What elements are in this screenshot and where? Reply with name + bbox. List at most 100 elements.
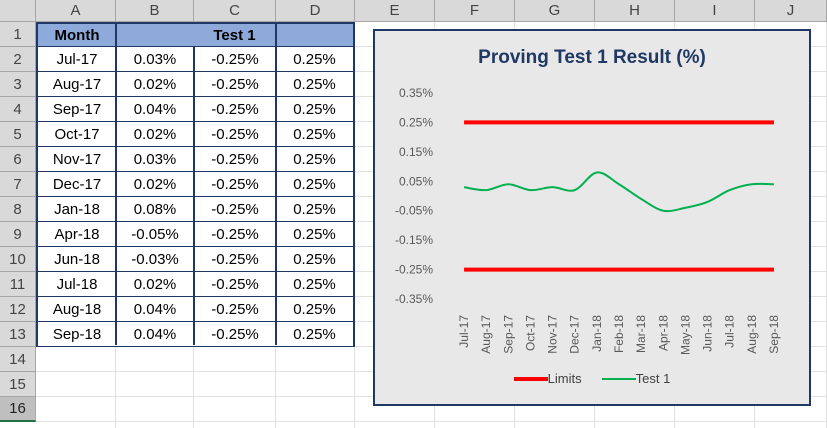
cell-month[interactable]: Aug-18	[38, 297, 116, 322]
column-header-i[interactable]: I	[675, 0, 755, 22]
cell-test-value[interactable]: 0.02%	[116, 272, 194, 297]
x-tick-label: Jun-18	[701, 315, 715, 352]
x-tick-label: Aug-18	[745, 315, 759, 354]
y-tick-label: 0.15%	[399, 145, 433, 159]
header-test1[interactable]: Test 1	[116, 24, 353, 47]
cell-upper-limit[interactable]: 0.25%	[276, 297, 353, 322]
cell-test-value[interactable]: 0.02%	[116, 122, 194, 147]
table-border	[38, 346, 353, 347]
cell-month[interactable]: Aug-17	[38, 72, 116, 97]
column-header-b[interactable]: B	[116, 0, 194, 22]
legend-item-test1: Test 1	[602, 371, 671, 386]
chart-legend: Limits Test 1	[375, 371, 809, 386]
cell-lower-limit[interactable]: -0.25%	[194, 322, 276, 347]
x-tick-label: Sep-17	[501, 315, 515, 354]
y-tick-label: -0.05%	[395, 204, 433, 218]
cell-month[interactable]: Oct-17	[38, 122, 116, 147]
series-line-test-1[interactable]	[464, 172, 774, 211]
cell-upper-limit[interactable]: 0.25%	[276, 222, 353, 247]
row-header-3[interactable]: 3	[0, 72, 36, 97]
cell-upper-limit[interactable]: 0.25%	[276, 72, 353, 97]
cell-upper-limit[interactable]: 0.25%	[276, 247, 353, 272]
table-border	[38, 171, 353, 172]
cell-month[interactable]: Sep-17	[38, 97, 116, 122]
y-tick-label: -0.25%	[395, 263, 433, 277]
row-header-13[interactable]: 13	[0, 322, 36, 347]
row-header-6[interactable]: 6	[0, 147, 36, 172]
cell-test-value[interactable]: -0.05%	[116, 222, 194, 247]
legend-item-limits: Limits	[514, 371, 582, 386]
row-header-2[interactable]: 2	[0, 47, 36, 72]
cell-month[interactable]: Jan-18	[38, 197, 116, 222]
row-header-9[interactable]: 9	[0, 222, 36, 247]
column-header-f[interactable]: F	[435, 0, 515, 22]
row-header-8[interactable]: 8	[0, 197, 36, 222]
row-header-7[interactable]: 7	[0, 172, 36, 197]
cell-lower-limit[interactable]: -0.25%	[194, 272, 276, 297]
row-header-12[interactable]: 12	[0, 297, 36, 322]
x-tick-label: Dec-17	[568, 315, 582, 354]
row-header-1[interactable]: 1	[0, 22, 36, 47]
cell-lower-limit[interactable]: -0.25%	[194, 47, 276, 72]
cell-lower-limit[interactable]: -0.25%	[194, 247, 276, 272]
header-month[interactable]: Month	[38, 24, 116, 47]
row-header-11[interactable]: 11	[0, 272, 36, 297]
cell-lower-limit[interactable]: -0.25%	[194, 72, 276, 97]
cell-upper-limit[interactable]: 0.25%	[276, 97, 353, 122]
table-border	[38, 321, 353, 322]
cell-lower-limit[interactable]: -0.25%	[194, 297, 276, 322]
cell-test-value[interactable]: 0.04%	[116, 97, 194, 122]
column-header-c[interactable]: C	[194, 0, 276, 22]
cell-test-value[interactable]: 0.02%	[116, 72, 194, 97]
cell-lower-limit[interactable]: -0.25%	[194, 147, 276, 172]
cell-test-value[interactable]: 0.02%	[116, 172, 194, 197]
x-tick-label: May-18	[678, 315, 692, 355]
cell-month[interactable]: Dec-17	[38, 172, 116, 197]
legend-swatch-test1	[602, 376, 636, 382]
table-border	[38, 296, 353, 297]
column-header-j[interactable]: J	[755, 0, 827, 22]
cell-lower-limit[interactable]: -0.25%	[194, 172, 276, 197]
column-header-d[interactable]: D	[276, 0, 355, 22]
row-header-10[interactable]: 10	[0, 247, 36, 272]
cell-upper-limit[interactable]: 0.25%	[276, 122, 353, 147]
cell-month[interactable]: Jun-18	[38, 247, 116, 272]
row-header-16[interactable]: 16	[0, 397, 36, 422]
cell-upper-limit[interactable]: 0.25%	[276, 272, 353, 297]
column-header-a[interactable]: A	[36, 0, 116, 22]
cell-lower-limit[interactable]: -0.25%	[194, 97, 276, 122]
line-chart[interactable]: Proving Test 1 Result (%) 0.35% 0.25% 0.15…	[373, 29, 811, 406]
cell-upper-limit[interactable]: 0.25%	[276, 47, 353, 72]
cell-test-value[interactable]: 0.04%	[116, 297, 194, 322]
x-tick-label: Mar-18	[634, 315, 648, 353]
column-header-e[interactable]: E	[355, 0, 435, 22]
column-header-h[interactable]: H	[595, 0, 675, 22]
cell-lower-limit[interactable]: -0.25%	[194, 197, 276, 222]
cell-upper-limit[interactable]: 0.25%	[276, 197, 353, 222]
cell-upper-limit[interactable]: 0.25%	[276, 172, 353, 197]
cell-test-value[interactable]: 0.08%	[116, 197, 194, 222]
cell-month[interactable]: Nov-17	[38, 147, 116, 172]
x-tick-label: Nov-17	[546, 315, 560, 354]
cell-test-value[interactable]: 0.03%	[116, 47, 194, 72]
row-header-5[interactable]: 5	[0, 122, 36, 147]
x-tick-label: Oct-17	[523, 315, 537, 351]
cell-month[interactable]: Jul-17	[38, 47, 116, 72]
column-header-g[interactable]: G	[515, 0, 595, 22]
cell-test-value[interactable]: -0.03%	[116, 247, 194, 272]
cell-lower-limit[interactable]: -0.25%	[194, 122, 276, 147]
row-header-14[interactable]: 14	[0, 347, 36, 372]
row-header-15[interactable]: 15	[0, 372, 36, 397]
select-all-corner[interactable]	[0, 0, 36, 22]
x-tick-label: Sep-18	[767, 315, 781, 354]
cell-lower-limit[interactable]: -0.25%	[194, 222, 276, 247]
cell-test-value[interactable]: 0.04%	[116, 322, 194, 347]
cell-test-value[interactable]: 0.03%	[116, 147, 194, 172]
cell-month[interactable]: Apr-18	[38, 222, 116, 247]
cell-month[interactable]: Sep-18	[38, 322, 116, 347]
row-header-4[interactable]: 4	[0, 97, 36, 122]
cell-month[interactable]: Jul-18	[38, 272, 116, 297]
cell-upper-limit[interactable]: 0.25%	[276, 322, 353, 347]
cell-upper-limit[interactable]: 0.25%	[276, 147, 353, 172]
legend-label-test1: Test 1	[636, 371, 671, 386]
